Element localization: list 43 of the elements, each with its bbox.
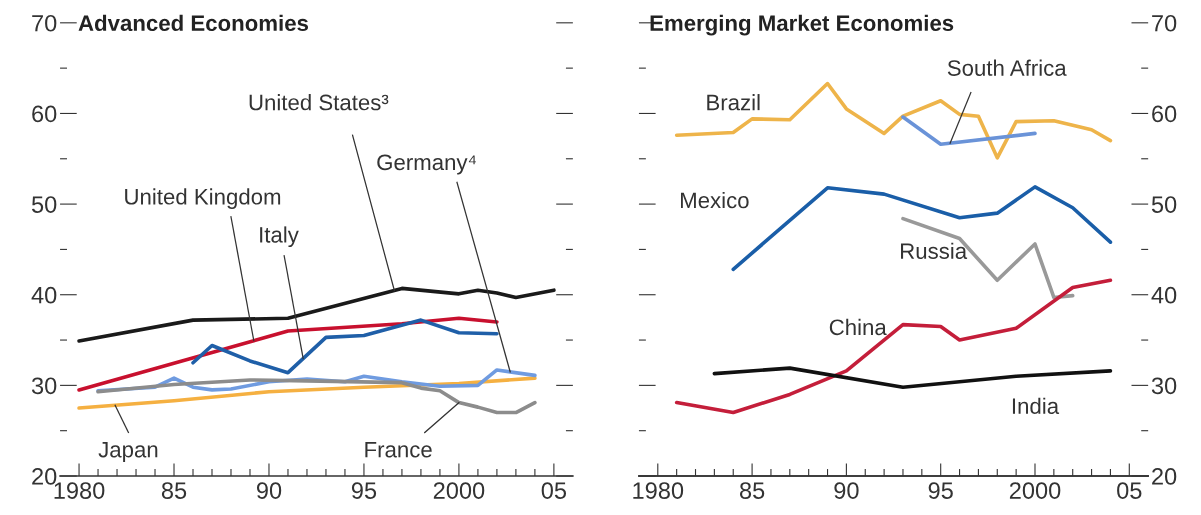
x-tick-label: 95 xyxy=(351,482,377,499)
text: United Kingdom xyxy=(125,188,281,210)
x-tick-label: 1980 xyxy=(633,482,684,499)
chart-title: Emerging Market Economies xyxy=(650,14,954,36)
x-tick-label: 05 xyxy=(541,482,567,499)
y-tick-label: 50 xyxy=(31,196,57,213)
x-tick-label: 2000 xyxy=(1009,482,1061,499)
y-tick-label: 60 xyxy=(32,105,57,123)
series-label: Brazil xyxy=(707,94,760,111)
line-series xyxy=(77,286,556,343)
x-tick-label: 05 xyxy=(1117,482,1142,499)
chart-title: Advanced Economies xyxy=(78,14,309,32)
line-series xyxy=(674,278,1113,415)
line-series xyxy=(901,216,1075,300)
series-label: India xyxy=(1012,397,1060,414)
y-tick-label: 40 xyxy=(31,286,57,304)
y2-tick-label: 40 xyxy=(1151,286,1177,304)
x-tick-label: 2000 xyxy=(433,482,485,499)
x-tick-label: 85 xyxy=(739,482,765,499)
text: France xyxy=(365,442,432,458)
line-series xyxy=(96,378,537,415)
text: Italy xyxy=(260,226,299,248)
x-tick-label: 90 xyxy=(256,482,282,499)
y2-tick-label: 30 xyxy=(1151,377,1177,395)
x-tick-label: 85 xyxy=(161,482,187,499)
y-tick-label: 30 xyxy=(31,377,57,395)
text: Germany⁴ xyxy=(377,154,476,175)
text: South Africa xyxy=(947,59,1067,76)
y-tick-label: 70 xyxy=(32,14,57,32)
x-tick-label: 90 xyxy=(834,482,859,499)
y2-tick-label: 60 xyxy=(1152,105,1177,123)
y2-tick-label: 70 xyxy=(1152,14,1177,32)
series-label: Japan xyxy=(98,442,158,462)
line-series xyxy=(191,318,499,375)
y2-tick-label: 50 xyxy=(1151,196,1177,213)
series-label: Mexico xyxy=(681,191,749,209)
line-series xyxy=(712,366,1113,389)
text: United States³ xyxy=(249,94,389,111)
series-label: China xyxy=(829,318,887,336)
x-tick-label: 95 xyxy=(928,482,953,499)
series-label: Russia xyxy=(901,242,968,260)
line-series xyxy=(674,81,1113,160)
y2-tick-label: 20 xyxy=(1152,468,1177,485)
